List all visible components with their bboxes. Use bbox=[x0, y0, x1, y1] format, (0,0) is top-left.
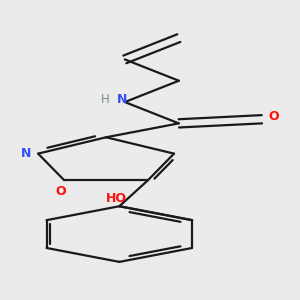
Text: H: H bbox=[101, 93, 110, 106]
Text: N: N bbox=[117, 93, 127, 106]
Text: O: O bbox=[268, 110, 279, 123]
Text: HO: HO bbox=[106, 192, 127, 206]
Text: O: O bbox=[56, 185, 66, 198]
Text: N: N bbox=[21, 147, 32, 160]
